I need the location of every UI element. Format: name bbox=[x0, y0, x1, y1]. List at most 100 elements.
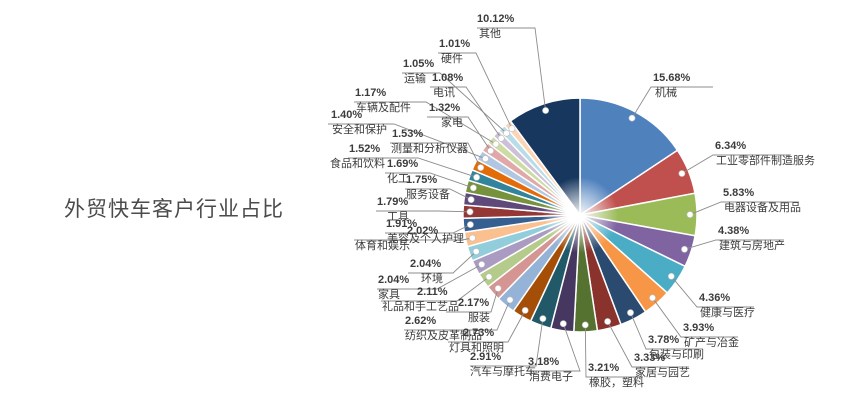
slice-percent-label: 3.18% bbox=[528, 356, 559, 368]
label-leader-line bbox=[427, 116, 491, 152]
label-leader-line bbox=[402, 72, 507, 134]
slice-percent-label: 3.93% bbox=[683, 322, 714, 334]
slice-percent-label: 2.62% bbox=[405, 315, 436, 327]
slice-percent-label: 2.91% bbox=[470, 351, 501, 363]
pie-center-glow bbox=[542, 177, 618, 253]
slice-name-label: 服装 bbox=[468, 311, 490, 324]
leader-dot bbox=[472, 248, 480, 255]
slice-name-label: 化工 bbox=[387, 171, 409, 185]
chart-title: 外贸快车客户行业占比 bbox=[64, 198, 284, 221]
slice-name-label: 硬件 bbox=[441, 52, 463, 65]
label-leader-line bbox=[404, 299, 511, 331]
label-leader-line bbox=[446, 288, 499, 313]
slice-percent-label: 10.12% bbox=[477, 13, 515, 25]
slice-percent-label: 1.01% bbox=[439, 38, 470, 50]
label-leader-line bbox=[684, 239, 784, 250]
label-leader-line bbox=[689, 201, 799, 216]
slice-percent-label: 2.73% bbox=[463, 327, 494, 339]
leader-dot bbox=[473, 173, 480, 181]
slice-name-label: 环境 bbox=[421, 271, 443, 285]
slice-percent-label: 4.36% bbox=[699, 292, 730, 304]
slice-name-label: 建筑与房地产 bbox=[719, 238, 785, 252]
slice-name-label: 运输 bbox=[404, 71, 426, 85]
slice-percent-label: 1.69% bbox=[387, 158, 418, 170]
slice-name-label: 纺织及皮革制品 bbox=[405, 328, 482, 342]
label-leader-line bbox=[438, 52, 513, 129]
label-leader-line bbox=[385, 224, 471, 234]
slice-percent-label: 3.21% bbox=[588, 362, 619, 374]
slice-name-label: 汽车与摩托车 bbox=[470, 364, 536, 378]
leader-dot bbox=[521, 306, 529, 314]
leader-dot bbox=[649, 294, 656, 302]
slice-percent-label: 1.17% bbox=[355, 87, 386, 99]
leader-dot bbox=[494, 284, 502, 292]
slice-percent-label: 2.02% bbox=[407, 225, 438, 237]
leader-dot bbox=[466, 208, 474, 216]
label-leader-line bbox=[381, 276, 490, 302]
slice-name-label: 消费电子 bbox=[529, 369, 573, 383]
leader-dot bbox=[559, 320, 567, 328]
slice-percent-label: 1.32% bbox=[429, 102, 460, 114]
label-leader-line bbox=[670, 276, 754, 308]
label-leader-line bbox=[376, 210, 471, 213]
slice-percent-label: 3.78% bbox=[648, 334, 679, 346]
slice-percent-label: 6.34% bbox=[715, 140, 746, 152]
slice-name-label: 灯具和照明 bbox=[449, 341, 504, 354]
slice-percent-label: 1.75% bbox=[406, 174, 437, 186]
label-leader-line bbox=[470, 318, 544, 367]
slice-name-label: 包装与印刷 bbox=[649, 348, 704, 361]
label-leader-line bbox=[405, 188, 472, 201]
slice-name-label: 电器设备及用品 bbox=[724, 200, 801, 214]
label-leader-line bbox=[354, 101, 497, 145]
slice-percent-label: 1.52% bbox=[349, 143, 380, 155]
leader-dot bbox=[467, 196, 475, 203]
slice-name-label: 电讯 bbox=[433, 86, 455, 99]
leader-dot bbox=[506, 296, 514, 304]
slice-percent-label: 1.79% bbox=[377, 196, 408, 208]
leader-dot bbox=[681, 245, 688, 253]
slice-name-label: 工业零部件制造服务 bbox=[716, 153, 815, 167]
label-leader-line bbox=[385, 172, 474, 189]
leader-dot bbox=[503, 129, 510, 137]
slice-name-label: 美容及个人护理 bbox=[387, 231, 464, 245]
slice-name-label: 家电 bbox=[441, 115, 463, 129]
label-leader-line bbox=[377, 264, 482, 290]
label-leader-line bbox=[354, 237, 473, 241]
leader-dot bbox=[539, 315, 547, 322]
label-leader-line bbox=[526, 323, 581, 372]
label-leader-line bbox=[631, 86, 713, 119]
label-leader-line bbox=[681, 154, 791, 174]
label-leader-line bbox=[408, 251, 477, 274]
slice-percent-label: 1.08% bbox=[432, 72, 463, 84]
leader-dot bbox=[466, 221, 474, 228]
slice-name-label: 体育和娱乐 bbox=[355, 238, 410, 252]
leader-dot bbox=[581, 321, 589, 329]
leader-dot bbox=[508, 125, 516, 133]
slice-percent-label: 4.38% bbox=[718, 225, 749, 237]
slice-percent-label: 5.83% bbox=[723, 187, 754, 199]
slice-name-label: 家居与园艺 bbox=[635, 365, 690, 379]
label-leader-line bbox=[652, 297, 738, 338]
label-leader-line bbox=[607, 321, 689, 368]
label-leader-line bbox=[430, 86, 502, 139]
slice-name-label: 橡胶，塑料 bbox=[589, 375, 644, 389]
slice-name-label: 食品和饮料 bbox=[330, 156, 385, 170]
slice-percent-label: 2.11% bbox=[417, 286, 448, 298]
slice-name-label: 安全和保护 bbox=[332, 122, 387, 136]
slice-name-label: 车辆及配件 bbox=[356, 100, 411, 114]
slice-percent-label: 2.04% bbox=[378, 274, 409, 286]
leader-dot bbox=[678, 170, 686, 177]
slice-percent-label: 15.68% bbox=[653, 72, 691, 84]
slice-percent-label: 1.53% bbox=[392, 128, 423, 140]
label-leader-line bbox=[630, 312, 703, 350]
slice-name-label: 服务设备 bbox=[406, 187, 450, 201]
slice-name-label: 礼品和手工艺品 bbox=[382, 299, 459, 313]
slice-name-label: 工具 bbox=[387, 210, 409, 223]
slice-percent-label: 1.40% bbox=[331, 109, 362, 121]
slice-name-label: 测量和分析仪器 bbox=[391, 141, 468, 155]
leader-dot bbox=[686, 211, 694, 218]
slice-name-label: 家具 bbox=[378, 287, 400, 301]
slice-percent-label: 1.91% bbox=[386, 218, 417, 230]
leader-dot bbox=[482, 155, 489, 163]
